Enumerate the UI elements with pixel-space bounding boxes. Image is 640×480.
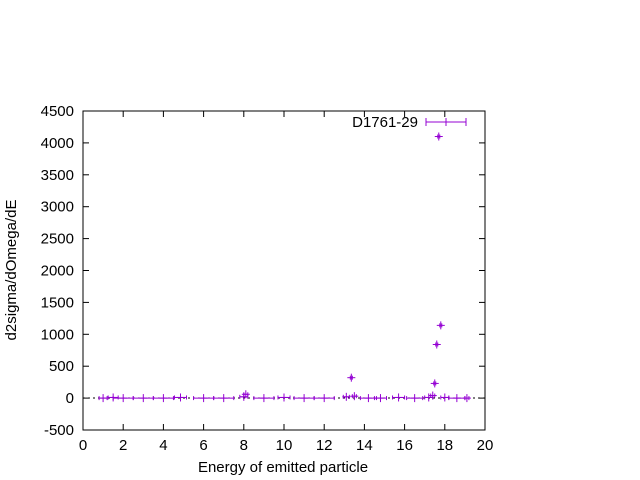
x-tick-label: 16: [396, 437, 413, 454]
x-tick-label: 10: [276, 437, 293, 454]
y-tick-label: 4500: [41, 103, 74, 120]
data-point: [241, 390, 250, 399]
legend-label: D1761-29: [352, 114, 418, 131]
data-point: [462, 394, 471, 403]
legend: D1761-29: [352, 114, 467, 131]
y-tick-label: 500: [49, 358, 74, 375]
data-point: [428, 391, 437, 400]
data-point: [253, 394, 275, 403]
data-point: [406, 394, 424, 403]
x-tick-label: 0: [79, 437, 87, 454]
data-point: [277, 393, 291, 402]
data-point: [373, 394, 388, 403]
x-tick-label: 4: [159, 437, 167, 454]
y-tick-label: 3000: [41, 199, 74, 216]
y-tick-label: 0: [66, 390, 74, 407]
x-tick-label: 6: [199, 437, 207, 454]
y-tick-label: 3500: [41, 167, 74, 184]
y-tick-label: 1000: [41, 326, 74, 343]
data-point: [430, 379, 439, 388]
data-point: [313, 394, 335, 403]
data-point: [436, 321, 445, 330]
data-point: [342, 392, 351, 401]
x-tick-label: 20: [477, 437, 494, 454]
data-point: [392, 393, 406, 402]
data-point: [448, 394, 466, 403]
y-tick-label: 2500: [41, 231, 74, 248]
data-point: [350, 392, 359, 401]
data-point: [112, 394, 134, 403]
data-point: [152, 394, 174, 403]
data-point: [173, 393, 188, 402]
x-tick-label: 2: [119, 437, 127, 454]
x-axis-label: Energy of emitted particle: [198, 459, 368, 476]
y-tick-label: 2000: [41, 263, 74, 280]
data-point: [193, 394, 215, 403]
data-point: [347, 373, 356, 382]
plot-frame: [82, 110, 486, 431]
x-tick-label: 18: [436, 437, 453, 454]
axis-ticks: 0 2 4 6 8 10 12 14 16 18 20 -500 0 500 1000 1500 2000 250…: [41, 103, 494, 454]
y-tick-label: 1500: [41, 294, 74, 311]
data-point: [213, 394, 235, 403]
y-tick-label: -500: [44, 422, 74, 439]
x-tick-label: 8: [240, 437, 248, 454]
x-tick-label: 14: [356, 437, 373, 454]
y-axis-label: d2sigma/dOmega/dE: [3, 200, 20, 341]
y-tick-label: 4000: [41, 135, 74, 152]
data-points: [98, 132, 471, 403]
data-point: [440, 393, 450, 402]
data-point: [98, 394, 108, 403]
x-tick-label: 12: [316, 437, 333, 454]
data-point: [424, 393, 434, 402]
data-point: [432, 340, 441, 349]
data-point: [293, 394, 315, 403]
data-point: [132, 394, 154, 403]
data-point: [434, 132, 443, 141]
